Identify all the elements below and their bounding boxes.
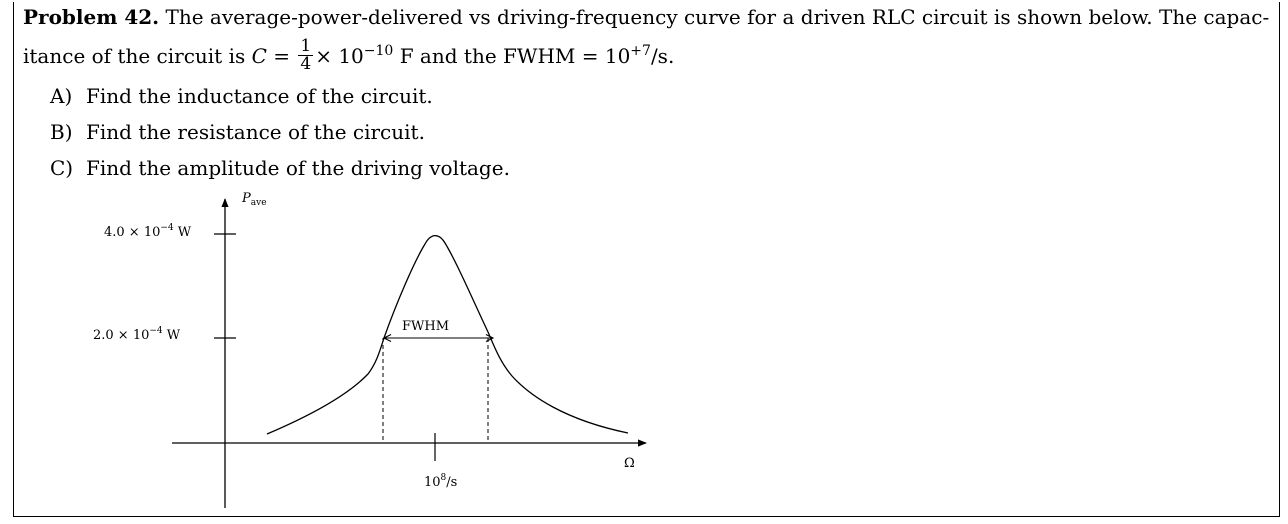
resonance-curve (266, 234, 629, 435)
y-axis-subscript: ave (251, 198, 267, 208)
question-text: Find the resistance of the circuit. (86, 120, 425, 144)
x-tick-label-center: 108/s (424, 473, 457, 490)
question-text: Find the amplitude of the driving voltag… (86, 156, 510, 180)
problem-frame (13, 2, 1280, 517)
question-label: A) (50, 84, 73, 108)
equals-sign: = (266, 44, 297, 68)
problem-text-1: The average-power-delivered vs driving-f… (165, 5, 1270, 29)
problem-text-2b: F and the FWHM = 10 (393, 44, 631, 68)
x-axis-label: Ω (624, 456, 635, 471)
fraction-numerator: 1 (298, 36, 314, 56)
problem-text-2c: /s. (650, 44, 675, 68)
capacitance-exponent: −10 (363, 43, 394, 59)
question-text: Find the inductance of the circuit. (86, 84, 433, 108)
problem-heading: Problem 42. (23, 5, 160, 29)
question-label: C) (50, 156, 74, 180)
problem-line-2: itance of the circuit is C = 1 4 × 10−10 F… (23, 36, 675, 75)
question-b: B) Find the resistance of the circuit. (50, 119, 425, 145)
fwhm-label: FWHM (402, 319, 449, 334)
capacitance-symbol: C (251, 44, 267, 68)
fraction-denominator: 4 (300, 54, 312, 74)
y-axis-label: Pave (241, 191, 267, 208)
question-a: A) Find the inductance of the circuit. (50, 83, 433, 109)
problem-text-2a: itance of the circuit is (23, 44, 252, 68)
question-c: C) Find the amplitude of the driving volt… (50, 155, 510, 181)
times-ten: × 10 (315, 44, 364, 68)
question-label: B) (50, 120, 73, 144)
fwhm-exponent: +7 (630, 43, 651, 59)
problem-line-1: Problem 42. The average-power-delivered … (23, 4, 1269, 30)
y-tick-label-top: 4.0 × 10−4 W (104, 223, 192, 240)
y-tick-label-mid: 2.0 × 10−4 W (93, 326, 181, 343)
